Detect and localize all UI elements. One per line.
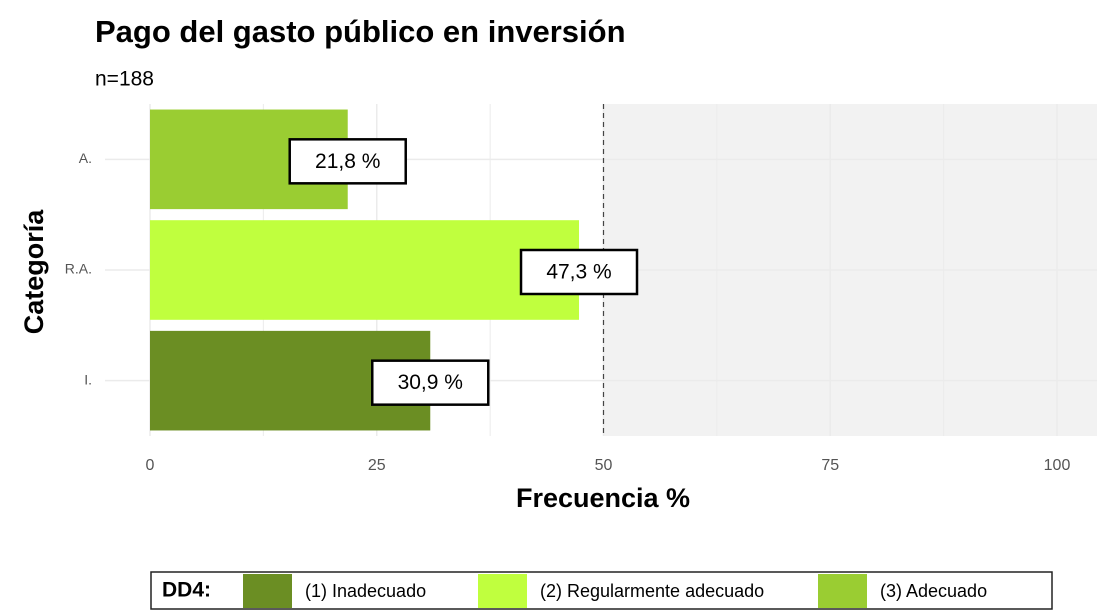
legend-key [818, 574, 867, 608]
y-axis-label: Categoría [19, 209, 49, 335]
x-axis-label: Frecuencia % [516, 483, 690, 513]
value-label-box [519, 248, 639, 296]
value-label-box [371, 359, 490, 406]
legend-label: (2) Regularmente adecuado [540, 581, 764, 601]
x-tick-label: 25 [368, 457, 386, 474]
value-label: 30,9 % [398, 371, 463, 394]
x-tick-label: 100 [1044, 457, 1071, 474]
x-tick-label: 75 [821, 457, 839, 474]
chart-subtitle: n=188 [95, 68, 154, 91]
value-label-box [288, 138, 407, 185]
legend-key [243, 574, 292, 608]
x-tick-label: 50 [595, 457, 613, 474]
x-tick-label: 0 [146, 457, 155, 474]
legend-box [150, 571, 1053, 610]
y-tick-label: A. [79, 150, 92, 166]
legend-label: (1) Inadecuado [305, 581, 426, 601]
value-label: 47,3 % [546, 261, 611, 284]
legend-label: (3) Adecuado [880, 581, 987, 601]
chart-title: Pago del gasto público en inversión [95, 14, 626, 49]
legend-title: DD4: [162, 579, 211, 602]
legend-key [478, 574, 527, 608]
y-tick-label: R.A. [65, 261, 92, 277]
value-label: 21,8 % [315, 150, 380, 173]
y-tick-label: I. [84, 371, 92, 387]
bar [150, 220, 580, 320]
